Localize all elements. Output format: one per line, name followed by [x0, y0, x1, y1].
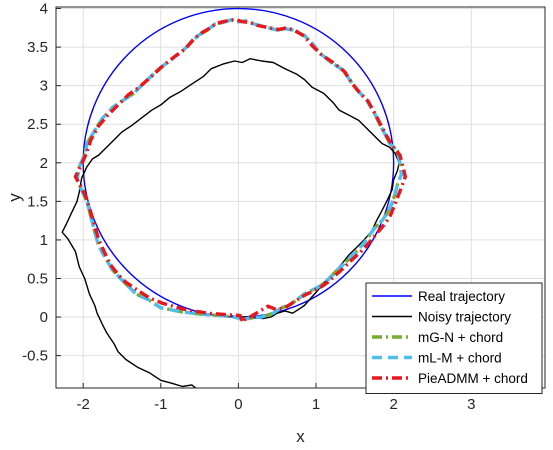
grid — [56, 7, 545, 388]
y-tick-label: -0.5 — [22, 348, 48, 365]
legend-label: Real trajectory — [418, 289, 505, 304]
y-tick-label: 3 — [40, 78, 48, 95]
y-axis-label: y — [5, 193, 24, 202]
axis-ticks: -2 -1 0 1 2 3 -0.5 0 0.5 1 1.5 2 2.5 3 3.5 4 — [22, 1, 475, 413]
x-tick-label: 2 — [389, 396, 397, 413]
x-tick-label: 1 — [312, 396, 320, 413]
legend-label: mL-M + chord — [418, 351, 502, 366]
plot-area — [61, 7, 407, 388]
y-tick-label: 2.5 — [27, 116, 48, 133]
y-tick-label: 2 — [40, 155, 48, 172]
axes-box — [55, 6, 546, 389]
x-tick-label: -2 — [76, 396, 89, 413]
y-tick-label: 0.5 — [27, 270, 48, 287]
legend-label: Noisy trajectory — [418, 310, 511, 325]
y-tick-label: 1.5 — [27, 193, 48, 210]
legend: Real trajectory Noisy trajectory mG-N + ch… — [365, 282, 543, 394]
series-pieadmm-chord — [73, 17, 407, 323]
legend-label: PieADMM + chord — [418, 371, 528, 386]
series-noisy-trajectory — [61, 58, 400, 388]
y-tick-label: 3.5 — [27, 39, 48, 56]
x-axis-label: x — [296, 427, 305, 446]
legend-label: mG-N + chord — [418, 330, 503, 345]
y-tick-label: 1 — [40, 232, 48, 249]
y-tick-label: 4 — [40, 1, 48, 18]
x-tick-label: 3 — [467, 396, 475, 413]
x-tick-label: -1 — [154, 396, 167, 413]
y-tick-label: 0 — [40, 309, 48, 326]
x-tick-label: 0 — [234, 396, 242, 413]
